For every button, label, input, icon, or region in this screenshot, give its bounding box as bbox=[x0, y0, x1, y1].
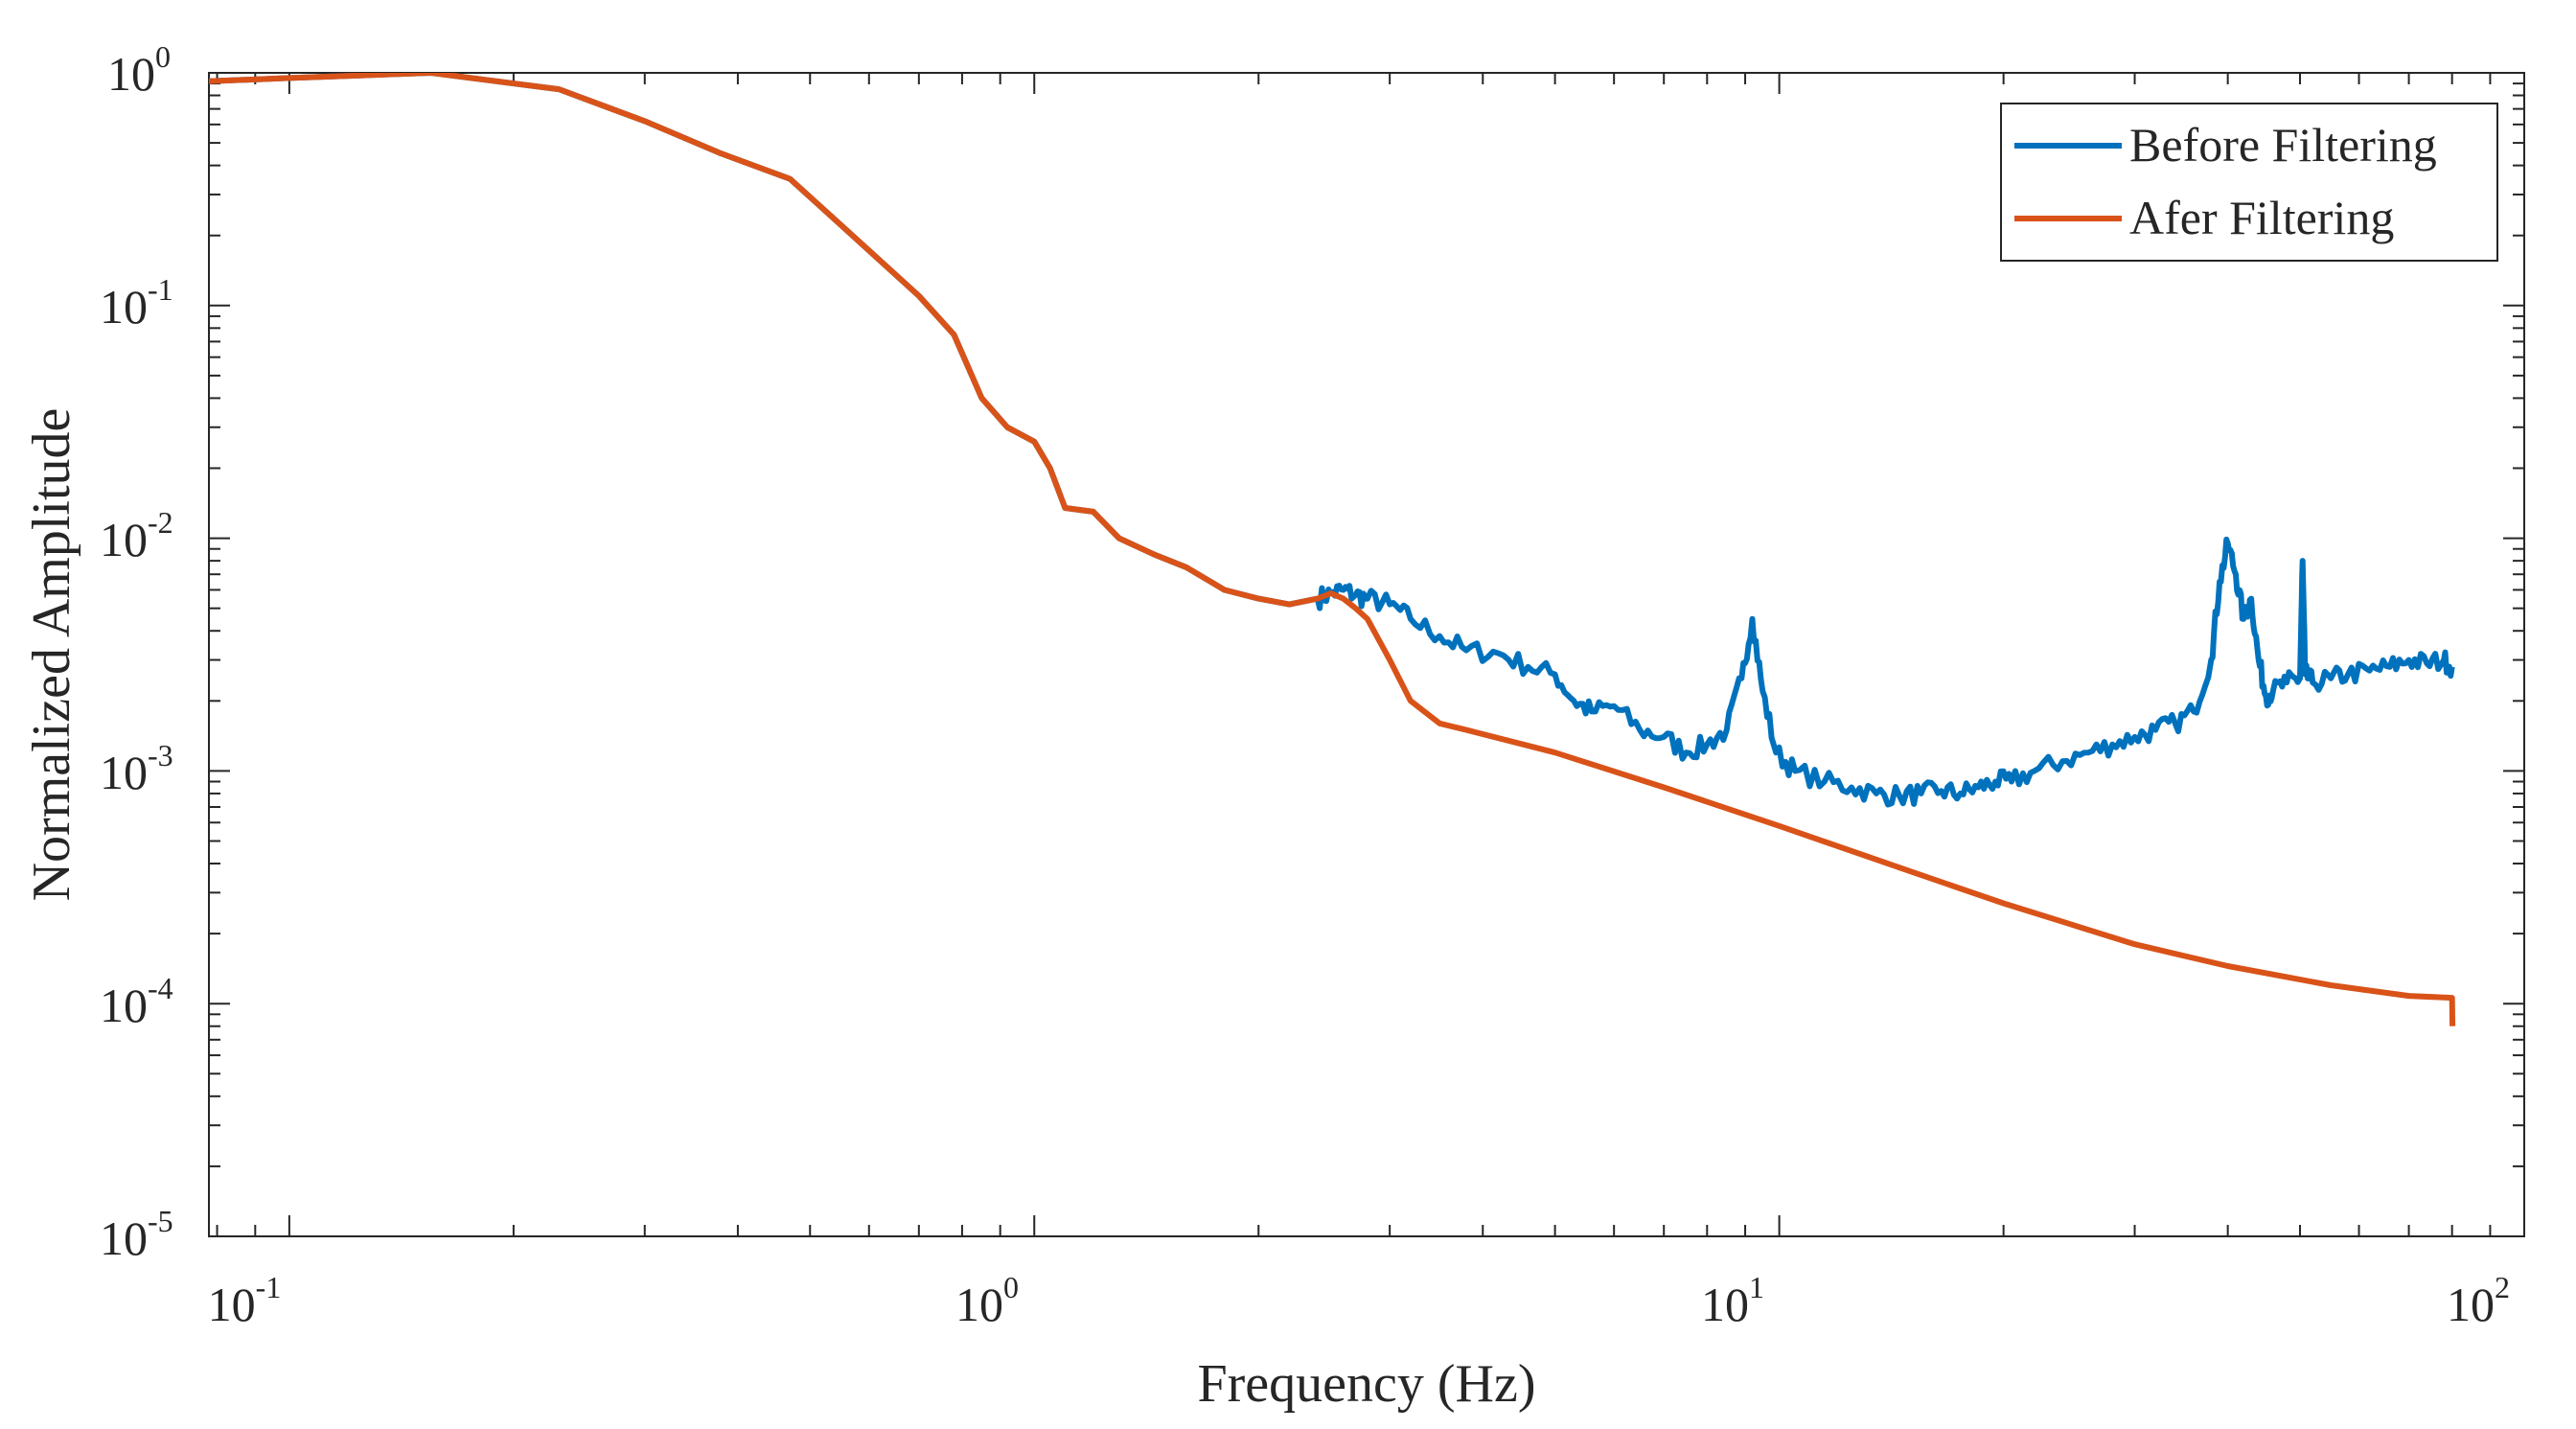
y-axis-label: Normalized Amplitude bbox=[22, 408, 81, 902]
x-axis-label: Frequency (Hz) bbox=[1198, 1354, 1536, 1414]
y-tick-label: 10-5 bbox=[100, 1204, 173, 1265]
x-tick-labels: 10-1 100 101 102 bbox=[208, 1270, 2510, 1331]
series-layer bbox=[209, 73, 2456, 1026]
legend: Before Filtering Afer Filtering bbox=[2000, 103, 2498, 262]
y-tick-labels: 100 10-1 10-2 10-3 10-4 10-5 bbox=[100, 39, 173, 1265]
series-line-after-filtering bbox=[209, 73, 2456, 1026]
series-line-before-filtering bbox=[209, 73, 2455, 808]
y-tick-label: 10-3 bbox=[100, 738, 173, 799]
legend-box bbox=[2000, 103, 2498, 262]
y-tick-label: 10-4 bbox=[100, 971, 173, 1032]
x-tick-label: 10-1 bbox=[208, 1270, 282, 1331]
x-tick-label: 101 bbox=[1701, 1270, 1764, 1331]
plot-area bbox=[208, 72, 2525, 1237]
y-tick-label: 10-1 bbox=[100, 272, 173, 334]
legend-label-after-filtering: Afer Filtering bbox=[2129, 191, 2394, 244]
y-tick-label: 10-2 bbox=[100, 505, 173, 566]
legend-label-before-filtering: Before Filtering bbox=[2129, 118, 2437, 172]
y-tick-label: 100 bbox=[107, 39, 171, 101]
x-tick-label: 102 bbox=[2447, 1270, 2510, 1331]
x-tick-label: 100 bbox=[955, 1270, 1019, 1331]
